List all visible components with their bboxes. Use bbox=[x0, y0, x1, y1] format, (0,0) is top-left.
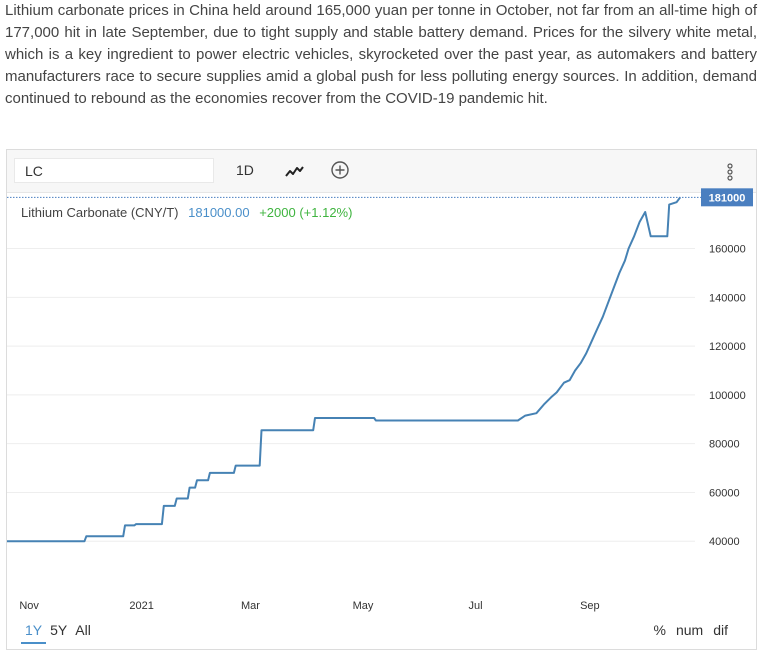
range-selector: 1Y 5Y All bbox=[21, 622, 95, 644]
y-tick-label: 140000 bbox=[709, 292, 746, 304]
price-series-line bbox=[7, 196, 682, 543]
x-tick-label: May bbox=[353, 600, 374, 612]
y-tick-label: 40000 bbox=[709, 536, 740, 548]
mode-percent-button[interactable]: % bbox=[653, 622, 666, 638]
legend-change: +2000 (+1.12%) bbox=[259, 205, 353, 220]
chart-widget: 1D Lithium Carbonate (CNY/T) 181000.00 +… bbox=[6, 149, 757, 650]
last-price-badge bbox=[701, 188, 753, 207]
mode-dif-button[interactable]: dif bbox=[713, 622, 728, 638]
x-tick-label: Nov bbox=[19, 600, 39, 612]
mode-selector: % num dif bbox=[644, 622, 728, 638]
range-1y-button[interactable]: 1Y bbox=[21, 622, 47, 644]
y-tick-label: 160000 bbox=[709, 244, 746, 256]
legend-price: 181000.00 bbox=[188, 205, 250, 220]
y-tick-label: 100000 bbox=[709, 390, 746, 402]
interval-button[interactable]: 1D bbox=[236, 162, 254, 178]
price-chart: 40000 60000 80000 100000 120000 140000 160000 N… bbox=[7, 188, 753, 612]
x-tick-label: Jul bbox=[468, 600, 482, 612]
range-5y-button[interactable]: 5Y bbox=[50, 622, 68, 638]
article-paragraph: Lithium carbonate prices in China held a… bbox=[5, 2, 757, 107]
line-chart-icon[interactable] bbox=[283, 161, 305, 181]
chart-toolbar: 1D bbox=[7, 150, 756, 193]
x-tick-label: Mar bbox=[241, 600, 260, 612]
symbol-input[interactable] bbox=[14, 158, 214, 183]
range-all-button[interactable]: All bbox=[75, 622, 91, 638]
plus-circle-icon[interactable] bbox=[330, 160, 350, 180]
y-tick-label: 80000 bbox=[709, 439, 740, 451]
y-tick-label: 120000 bbox=[709, 341, 746, 353]
x-tick-label: 2021 bbox=[129, 600, 153, 612]
last-price-label: 181000 bbox=[709, 192, 746, 204]
mode-num-button[interactable]: num bbox=[675, 622, 704, 638]
y-tick-label: 60000 bbox=[709, 487, 740, 499]
legend-series-name: Lithium Carbonate (CNY/T) bbox=[21, 205, 179, 220]
series-legend: Lithium Carbonate (CNY/T) 181000.00 +200… bbox=[21, 205, 352, 220]
x-tick-label: Sep bbox=[580, 600, 600, 612]
vertical-dots-icon[interactable] bbox=[723, 160, 737, 184]
